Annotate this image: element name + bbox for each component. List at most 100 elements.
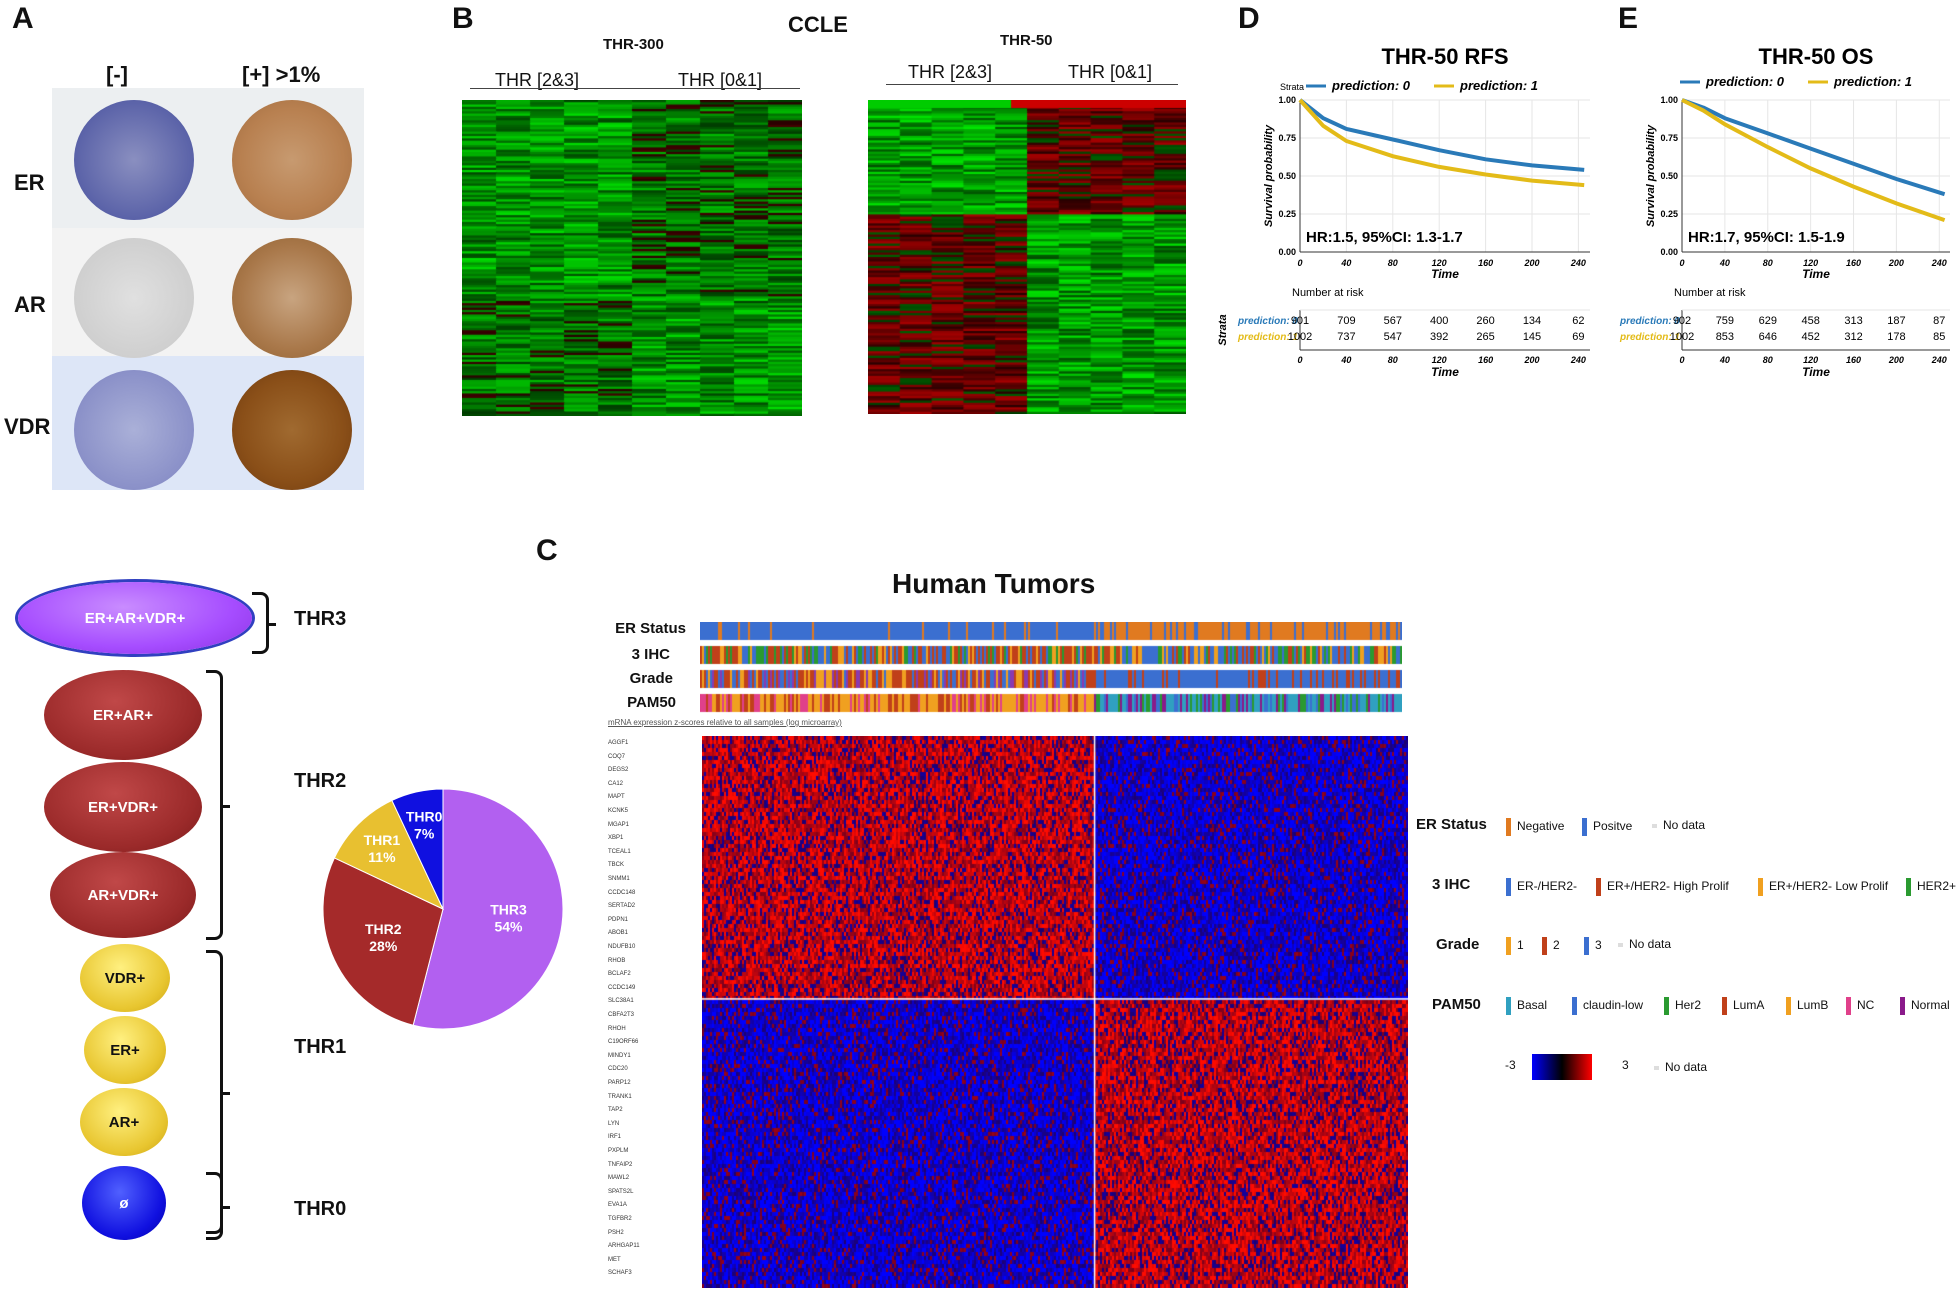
km-xtick: 240 bbox=[1570, 258, 1586, 268]
km-risk-value: 646 bbox=[1759, 331, 1777, 343]
km-ytick: 0.00 bbox=[1278, 247, 1296, 257]
legend-item: Her2 bbox=[1664, 997, 1701, 1015]
pie-pct-thr2: 28% bbox=[369, 938, 398, 954]
panel-b-letter: B bbox=[452, 2, 474, 35]
km-risk-xtick: 200 bbox=[1523, 355, 1539, 365]
legend-item: Normal bbox=[1900, 997, 1950, 1015]
legend-item: NC bbox=[1846, 997, 1874, 1015]
gene-label: LYN bbox=[608, 1120, 620, 1127]
gene-label: PDPN1 bbox=[608, 916, 629, 923]
gene-label: SPATS2L bbox=[608, 1188, 634, 1195]
gene-label: TAP2 bbox=[608, 1107, 623, 1114]
gene-label: TCEAL1 bbox=[608, 848, 631, 855]
gene-label: SCHAF3 bbox=[608, 1270, 632, 1277]
km-legend-label: prediction: 0 bbox=[1705, 74, 1785, 89]
col-pos-label: [+] >1% bbox=[242, 62, 321, 87]
gene-label: RHOH bbox=[608, 1025, 626, 1032]
km-xtick: 0 bbox=[1679, 258, 1684, 268]
km-legend-label: prediction: 1 bbox=[1459, 78, 1538, 93]
km-risk-value: 629 bbox=[1759, 315, 1777, 327]
km-risk-xtick: 80 bbox=[1388, 355, 1398, 365]
km-risk-xtick: 40 bbox=[1340, 355, 1351, 365]
legend-item: ER+/HER2- Low Prolif bbox=[1758, 878, 1888, 896]
km-risk-xtick: 200 bbox=[1888, 355, 1904, 365]
legend-item: claudin-low bbox=[1572, 997, 1643, 1015]
legend-swatch bbox=[1506, 937, 1511, 955]
km-xtick: 80 bbox=[1388, 258, 1398, 268]
km-xtick: 120 bbox=[1432, 258, 1447, 268]
km-ytick: 0.00 bbox=[1660, 247, 1678, 257]
gene-label: PXPLM bbox=[608, 1148, 629, 1154]
km-curve bbox=[1681, 98, 1946, 197]
oval-vdr: VDR+ bbox=[80, 944, 170, 1012]
vdr-neg-core bbox=[74, 370, 194, 490]
km-risk-value: 265 bbox=[1476, 331, 1494, 343]
gene-label: MGAP1 bbox=[608, 821, 630, 828]
bracket-thr0 bbox=[206, 1172, 230, 1240]
km-risk-row-name: prediction: 1 bbox=[1619, 332, 1680, 343]
row-label-ar: AR bbox=[14, 292, 46, 317]
pie-label-thr1: THR1 bbox=[364, 832, 401, 848]
legend-swatch bbox=[1758, 878, 1763, 896]
km-ytick: 0.25 bbox=[1278, 209, 1296, 219]
oval-er: ER+ bbox=[84, 1016, 166, 1084]
km-xtick: 40 bbox=[1719, 258, 1730, 268]
km-xlabel: Time bbox=[1802, 267, 1830, 281]
km-legend-label: prediction: 0 bbox=[1331, 78, 1411, 93]
km-risk-value: 392 bbox=[1430, 331, 1448, 343]
km-risk-value: 134 bbox=[1523, 315, 1541, 327]
km-xtick: 200 bbox=[1523, 258, 1539, 268]
gene-label: CA12 bbox=[608, 780, 624, 787]
gene-label: MAPT bbox=[608, 794, 625, 801]
km-legend-title: Strata bbox=[1280, 82, 1304, 92]
legend-swatch bbox=[1652, 823, 1657, 828]
row-label-vdr: VDR bbox=[4, 414, 51, 439]
er-neg-core bbox=[74, 100, 194, 220]
legend-swatch bbox=[1786, 997, 1791, 1015]
heatmap-human-tumors bbox=[702, 736, 1408, 1288]
legend-item: No data bbox=[1652, 818, 1705, 832]
legend-item: 1 bbox=[1506, 937, 1524, 955]
pie-slice-thr1 bbox=[333, 799, 445, 911]
km-risk-xtick: 160 bbox=[1846, 355, 1861, 365]
km-risk-xtick: 240 bbox=[1931, 355, 1947, 365]
pie-label-thr2: THR2 bbox=[365, 921, 402, 937]
km-risk-row-name: prediction: 1 bbox=[1237, 332, 1298, 343]
km-risk-xtick: 120 bbox=[1803, 355, 1818, 365]
km-risk-strata-label: Strata bbox=[1218, 314, 1229, 345]
oval-er-vdr: ER+VDR+ bbox=[44, 762, 202, 852]
gene-label: AGGF1 bbox=[608, 740, 629, 746]
km-risk-value: 737 bbox=[1337, 331, 1355, 343]
km-ylabel: Survival probability bbox=[1645, 124, 1657, 227]
bracket-thr1 bbox=[206, 950, 230, 1234]
legend-swatch bbox=[1506, 818, 1511, 836]
gene-label: SLC38A1 bbox=[608, 998, 634, 1005]
km-xtick: 40 bbox=[1340, 258, 1351, 268]
track-label-ihc: 3 IHC bbox=[631, 646, 670, 663]
km-risk-value: 901 bbox=[1291, 315, 1309, 327]
gene-label: RHOB bbox=[608, 957, 626, 964]
km-risk-xtick: 0 bbox=[1297, 355, 1302, 365]
km-ytick: 1.00 bbox=[1278, 95, 1296, 105]
km-risk-value: 400 bbox=[1430, 315, 1448, 327]
gene-label: IRF1 bbox=[608, 1134, 622, 1141]
km-xtick: 240 bbox=[1931, 258, 1947, 268]
km-risk-value: 178 bbox=[1887, 331, 1905, 343]
gene-label: TRANK1 bbox=[608, 1093, 632, 1100]
km-xtick: 0 bbox=[1297, 258, 1302, 268]
legend-swatch bbox=[1906, 878, 1911, 896]
legend-item: Basal bbox=[1506, 997, 1547, 1015]
legend-swatch bbox=[1582, 818, 1587, 836]
heatmap-b-left-group-0: THR [2&3] bbox=[495, 70, 580, 90]
km-title: THR-50 RFS bbox=[1381, 44, 1508, 69]
km-xtick: 160 bbox=[1846, 258, 1861, 268]
km-annotation: HR:1.7, 95%CI: 1.5-1.9 bbox=[1688, 229, 1845, 246]
scale-nodata-label: No data bbox=[1654, 1060, 1707, 1074]
legend-item: No data bbox=[1618, 937, 1671, 951]
gene-label: ARHGAP11 bbox=[608, 1243, 640, 1250]
legend-item: 2 bbox=[1542, 937, 1560, 955]
oval-null: ø bbox=[82, 1166, 166, 1240]
km-curve bbox=[1298, 98, 1585, 188]
heatmap-b-right-group-1: THR [0&1] bbox=[1068, 62, 1153, 82]
